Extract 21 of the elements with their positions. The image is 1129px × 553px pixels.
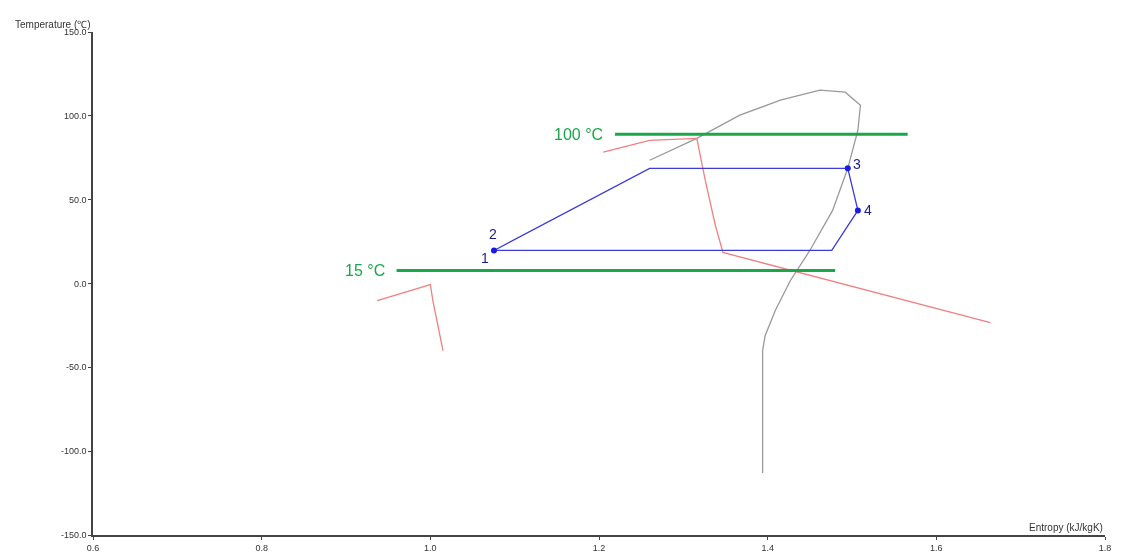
y-tick-label: -100.0 — [60, 446, 87, 457]
y-tick-label: -150.0 — [60, 530, 87, 541]
x-tick-label: 1.4 — [761, 542, 774, 553]
y-tick-label: 100.0 — [63, 110, 87, 121]
y-tick-label: 50.0 — [68, 194, 87, 205]
annotation: 1 — [481, 250, 489, 266]
x-tick-label: 1.6 — [930, 542, 943, 553]
y-axis-title: Temperature (℃) — [15, 19, 91, 30]
y-tick-label: 0.0 — [73, 278, 87, 289]
x-tick-label: 0.6 — [86, 542, 100, 553]
y-tick-label: -50.0 — [65, 362, 87, 373]
annotation: 4 — [864, 202, 872, 218]
x-tick-label: 1.0 — [424, 542, 437, 553]
annotation: 2 — [489, 226, 497, 242]
x-tick-label: 0.8 — [255, 542, 268, 553]
series-label: 100 °C — [554, 126, 604, 143]
x-axis-title: Entropy (kJ/kgK) — [1029, 522, 1103, 533]
x-tick-label: 1.8 — [1098, 542, 1112, 553]
annotation: 3 — [853, 156, 861, 172]
x-tick-label: 1.2 — [592, 542, 606, 553]
series-label: 15 °C — [345, 262, 386, 279]
